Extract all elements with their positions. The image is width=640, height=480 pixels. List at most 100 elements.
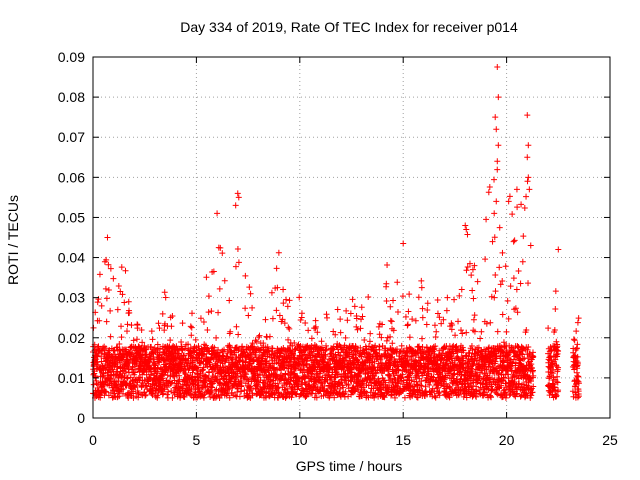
data-point	[269, 315, 276, 322]
data-point	[107, 307, 114, 314]
data-point	[199, 352, 206, 359]
data-point	[246, 284, 253, 291]
data-point	[520, 233, 527, 240]
data-point	[419, 335, 426, 342]
data-point	[94, 361, 101, 368]
data-point	[358, 316, 365, 323]
data-point	[169, 313, 176, 320]
data-point	[344, 317, 351, 324]
data-point	[243, 371, 250, 378]
data-point	[497, 281, 504, 288]
data-point	[155, 320, 162, 327]
data-point	[262, 394, 269, 401]
data-point	[487, 319, 494, 326]
data-point	[127, 349, 134, 356]
data-point	[94, 299, 101, 306]
data-point	[519, 258, 526, 265]
data-point	[434, 310, 441, 317]
y-tick-label: 0.04	[58, 250, 85, 266]
data-point	[114, 306, 121, 313]
data-point	[103, 295, 110, 302]
data-point	[111, 378, 118, 385]
data-point	[418, 277, 425, 284]
data-point	[168, 323, 175, 330]
x-axis-label: GPS time / hours	[296, 458, 403, 474]
data-point	[245, 378, 252, 385]
data-point	[574, 319, 581, 326]
data-point	[343, 307, 350, 314]
data-point	[469, 266, 476, 273]
data-point	[384, 261, 391, 268]
data-point	[262, 316, 269, 323]
data-point	[273, 265, 280, 272]
data-point	[125, 298, 132, 305]
data-point	[157, 365, 164, 372]
data-point	[126, 309, 133, 316]
data-point	[470, 316, 477, 323]
data-point	[390, 297, 397, 304]
data-point	[483, 216, 490, 223]
data-point	[486, 183, 493, 190]
data-point	[154, 370, 161, 377]
y-tick-label: 0.02	[58, 330, 85, 346]
data-point	[283, 296, 290, 303]
data-point	[545, 325, 552, 332]
data-point	[139, 339, 146, 346]
data-point	[119, 291, 126, 298]
data-point	[97, 394, 104, 401]
data-point	[232, 263, 239, 270]
data-point	[203, 274, 210, 281]
data-point	[513, 286, 520, 293]
data-point	[458, 286, 465, 293]
data-point	[200, 364, 207, 371]
y-tick-label: 0.05	[58, 209, 85, 225]
data-point	[105, 287, 112, 294]
data-point	[105, 261, 112, 268]
data-point	[400, 240, 407, 247]
data-point	[359, 313, 366, 320]
data-point	[242, 369, 249, 376]
data-point	[122, 267, 129, 274]
data-point	[249, 392, 256, 399]
data-point	[524, 154, 531, 161]
data-point	[95, 296, 102, 303]
data-point	[111, 390, 118, 397]
data-point	[275, 249, 282, 256]
data-point	[347, 310, 354, 317]
data-point	[463, 226, 470, 233]
data-point	[134, 321, 141, 328]
data-point	[153, 368, 160, 375]
data-point	[463, 329, 470, 336]
data-point	[510, 238, 517, 245]
data-point	[197, 315, 204, 322]
data-point	[130, 382, 137, 389]
data-point	[358, 304, 365, 311]
data-point	[114, 393, 121, 400]
data-point	[507, 283, 514, 290]
data-point	[259, 372, 266, 379]
data-point	[164, 391, 171, 398]
data-point	[555, 246, 562, 253]
data-point	[525, 174, 532, 181]
data-point	[205, 375, 212, 382]
data-point	[208, 308, 215, 315]
data-point	[444, 294, 451, 301]
data-point	[524, 112, 531, 119]
data-point	[318, 338, 325, 345]
data-point	[525, 280, 532, 287]
data-point	[492, 288, 499, 295]
data-point	[205, 293, 212, 300]
data-point	[432, 334, 439, 341]
data-point	[256, 332, 263, 339]
y-axis-label: ROTI / TECUs	[5, 195, 21, 285]
data-point	[142, 391, 149, 398]
data-point	[477, 335, 484, 342]
data-point	[147, 371, 154, 378]
data-point	[107, 265, 114, 272]
data-point	[130, 337, 137, 344]
data-point	[120, 385, 127, 392]
data-point	[94, 353, 101, 360]
data-point	[493, 126, 500, 133]
data-point	[571, 337, 578, 344]
